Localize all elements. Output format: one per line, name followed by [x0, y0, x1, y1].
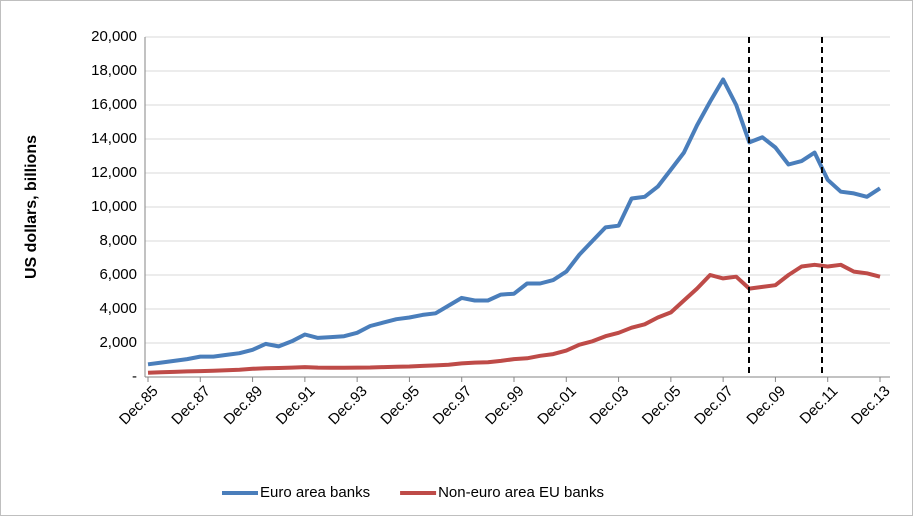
y-tick-label: -: [132, 368, 137, 385]
legend-label: Euro area banks: [260, 484, 370, 501]
y-tick-label: 18,000: [91, 62, 137, 79]
y-tick-label: 10,000: [91, 198, 137, 215]
y-tick-label: 20,000: [91, 28, 137, 45]
y-tick-label: 2,000: [99, 334, 137, 351]
series-line: [147, 77, 882, 367]
y-tick-label: 6,000: [99, 266, 137, 283]
legend-label: Non-euro area EU banks: [438, 484, 604, 501]
series-line: [147, 262, 881, 375]
y-tick-label: 14,000: [91, 130, 137, 147]
y-tick-label: 8,000: [99, 232, 137, 249]
y-tick-label: 16,000: [91, 96, 137, 113]
y-axis-title: US dollars, billions: [23, 135, 40, 279]
y-tick-label: 4,000: [99, 300, 137, 317]
y-tick-label: 12,000: [91, 164, 137, 181]
